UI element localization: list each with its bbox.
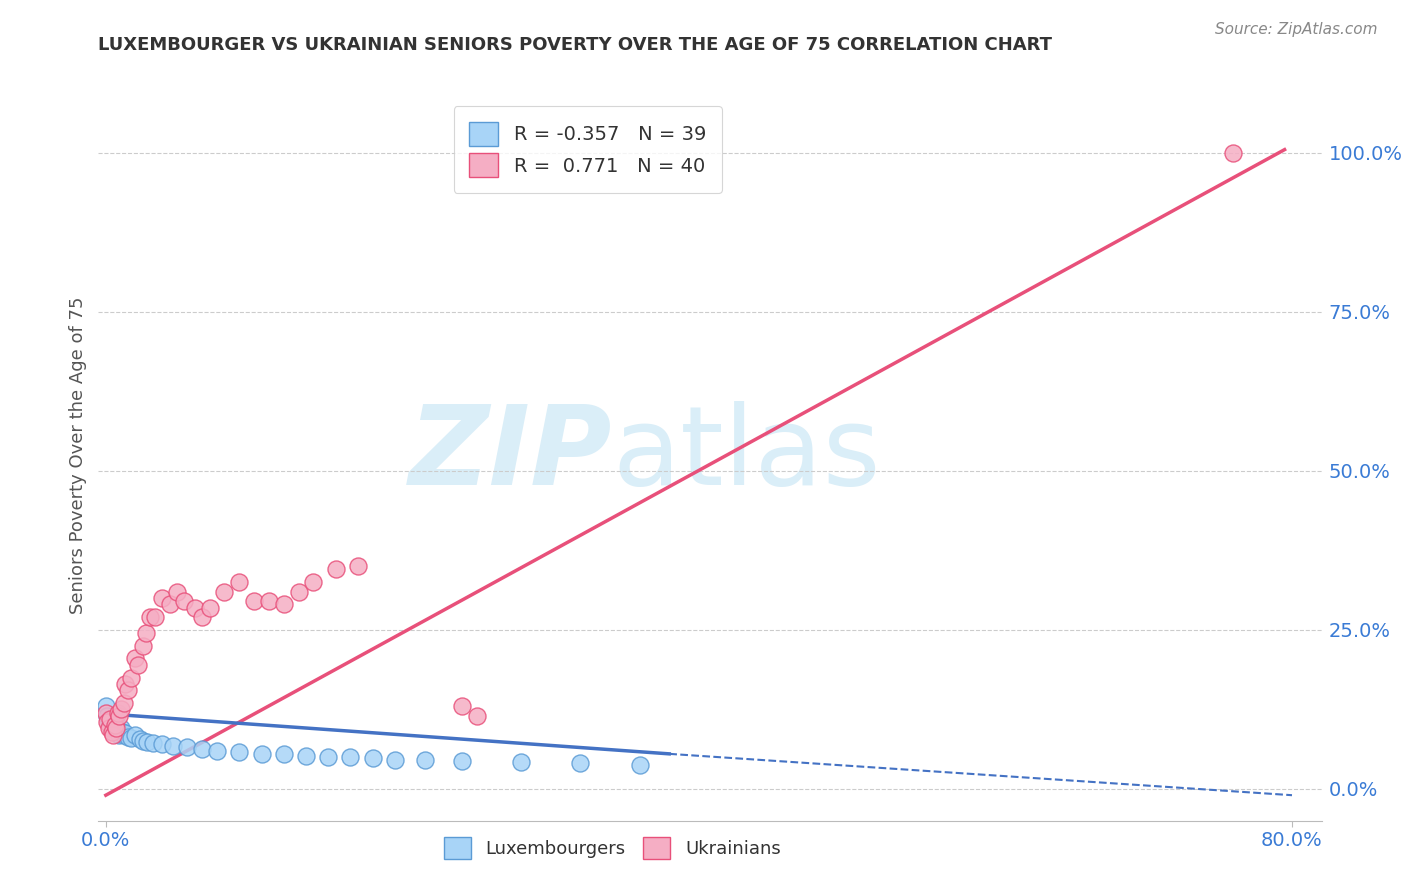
Point <box>120 731 142 745</box>
Point <box>347 559 370 574</box>
Point <box>117 730 139 744</box>
Y-axis label: Seniors Poverty Over the Age of 75: Seniors Poverty Over the Age of 75 <box>69 296 87 614</box>
Point <box>142 736 165 750</box>
Point <box>465 708 488 723</box>
Point <box>94 706 117 720</box>
Point <box>98 712 121 726</box>
Point <box>228 745 250 759</box>
Point <box>1222 145 1244 160</box>
Point <box>384 753 406 767</box>
Point <box>214 584 236 599</box>
Point <box>96 708 118 723</box>
Legend: Luxembourgers, Ukrainians: Luxembourgers, Ukrainians <box>436 830 787 866</box>
Point <box>132 639 155 653</box>
Point <box>114 726 136 740</box>
Point <box>136 735 159 749</box>
Point <box>94 699 117 714</box>
Point <box>316 750 339 764</box>
Point <box>150 737 173 751</box>
Point <box>191 741 214 756</box>
Point <box>257 594 280 608</box>
Point <box>112 728 135 742</box>
Point <box>111 724 134 739</box>
Point <box>273 747 295 761</box>
Text: atlas: atlas <box>612 401 880 508</box>
Text: LUXEMBOURGER VS UKRAINIAN SENIORS POVERTY OVER THE AGE OF 75 CORRELATION CHART: LUXEMBOURGER VS UKRAINIAN SENIORS POVERT… <box>98 36 1053 54</box>
Point <box>108 708 131 723</box>
Point <box>198 600 221 615</box>
Point <box>103 722 125 736</box>
Point <box>105 722 128 736</box>
Point <box>105 722 128 736</box>
Point <box>413 753 436 767</box>
Point <box>135 626 157 640</box>
Point <box>143 610 166 624</box>
Point <box>273 598 295 612</box>
Point <box>205 744 228 758</box>
Text: ZIP: ZIP <box>409 401 612 508</box>
Point <box>510 755 533 769</box>
Point <box>450 699 472 714</box>
Point <box>117 683 139 698</box>
Point <box>97 722 120 736</box>
Point <box>104 714 127 729</box>
Point <box>107 724 129 739</box>
Point <box>191 610 214 624</box>
Point <box>100 712 122 726</box>
Point <box>325 562 347 576</box>
Point <box>97 714 120 729</box>
Point <box>295 748 318 763</box>
Point <box>110 702 132 716</box>
Point <box>628 757 651 772</box>
Point <box>250 747 273 761</box>
Point <box>110 722 132 736</box>
Point <box>104 718 127 732</box>
Point <box>98 718 121 732</box>
Point <box>107 706 129 720</box>
Point <box>173 594 195 608</box>
Point <box>569 756 592 771</box>
Text: Source: ZipAtlas.com: Source: ZipAtlas.com <box>1215 22 1378 37</box>
Point <box>139 610 162 624</box>
Point <box>132 734 155 748</box>
Point <box>339 750 361 764</box>
Point <box>162 739 184 753</box>
Point <box>184 600 207 615</box>
Point <box>127 657 149 672</box>
Point <box>112 696 135 710</box>
Point <box>124 728 146 742</box>
Point <box>287 584 309 599</box>
Point <box>166 584 188 599</box>
Point <box>120 671 142 685</box>
Point <box>150 591 173 605</box>
Point <box>243 594 266 608</box>
Point <box>114 677 136 691</box>
Point <box>159 598 181 612</box>
Point <box>124 651 146 665</box>
Point <box>176 740 198 755</box>
Point <box>103 728 125 742</box>
Point <box>129 732 152 747</box>
Point <box>100 724 122 739</box>
Point <box>108 728 131 742</box>
Point <box>96 714 118 729</box>
Point <box>302 575 325 590</box>
Point <box>361 751 384 765</box>
Point <box>450 755 472 769</box>
Point <box>228 575 250 590</box>
